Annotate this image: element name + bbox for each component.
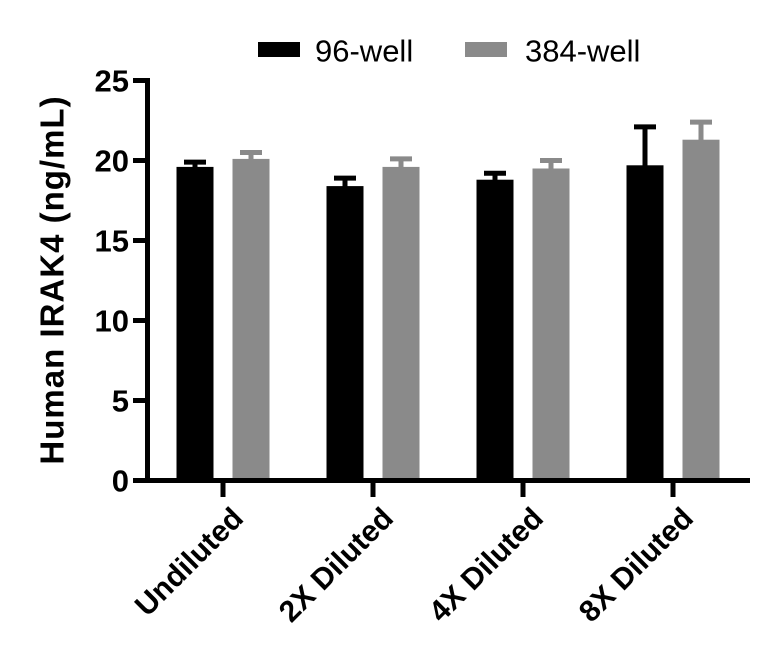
legend-swatch-384-well <box>465 42 507 57</box>
y-axis-title: Human IRAK4 (ng/mL) <box>34 95 71 464</box>
bar-96-well-2x-diluted <box>326 186 364 481</box>
bar-384-well-8x-diluted <box>682 139 720 481</box>
bar-384-well-undiluted <box>232 158 270 481</box>
y-tick-label: 25 <box>95 63 129 98</box>
legend-label-96-well: 96-well <box>315 33 413 68</box>
category-label: 2X Diluted <box>273 502 400 629</box>
bar-96-well-8x-diluted <box>626 165 664 481</box>
category-label: Undiluted <box>129 502 250 623</box>
category-label: 4X Diluted <box>423 502 550 629</box>
bars-layer <box>176 139 720 481</box>
axes-layer <box>133 78 750 497</box>
y-tick-label: 15 <box>95 223 129 258</box>
bar-96-well-undiluted <box>176 166 214 481</box>
y-tick-label: 20 <box>95 143 129 178</box>
bar-384-well-4x-diluted <box>532 168 570 481</box>
y-tick-label: 0 <box>112 463 129 498</box>
legend: 96-well 384-well <box>258 33 640 68</box>
bar-96-well-4x-diluted <box>476 179 514 481</box>
category-label: 8X Diluted <box>573 502 700 629</box>
y-tick-label: 5 <box>112 383 129 418</box>
legend-label-384-well: 384-well <box>525 33 640 68</box>
legend-swatch-96-well <box>258 42 300 57</box>
bar-384-well-2x-diluted <box>382 166 420 481</box>
y-tick-label: 10 <box>95 303 129 338</box>
